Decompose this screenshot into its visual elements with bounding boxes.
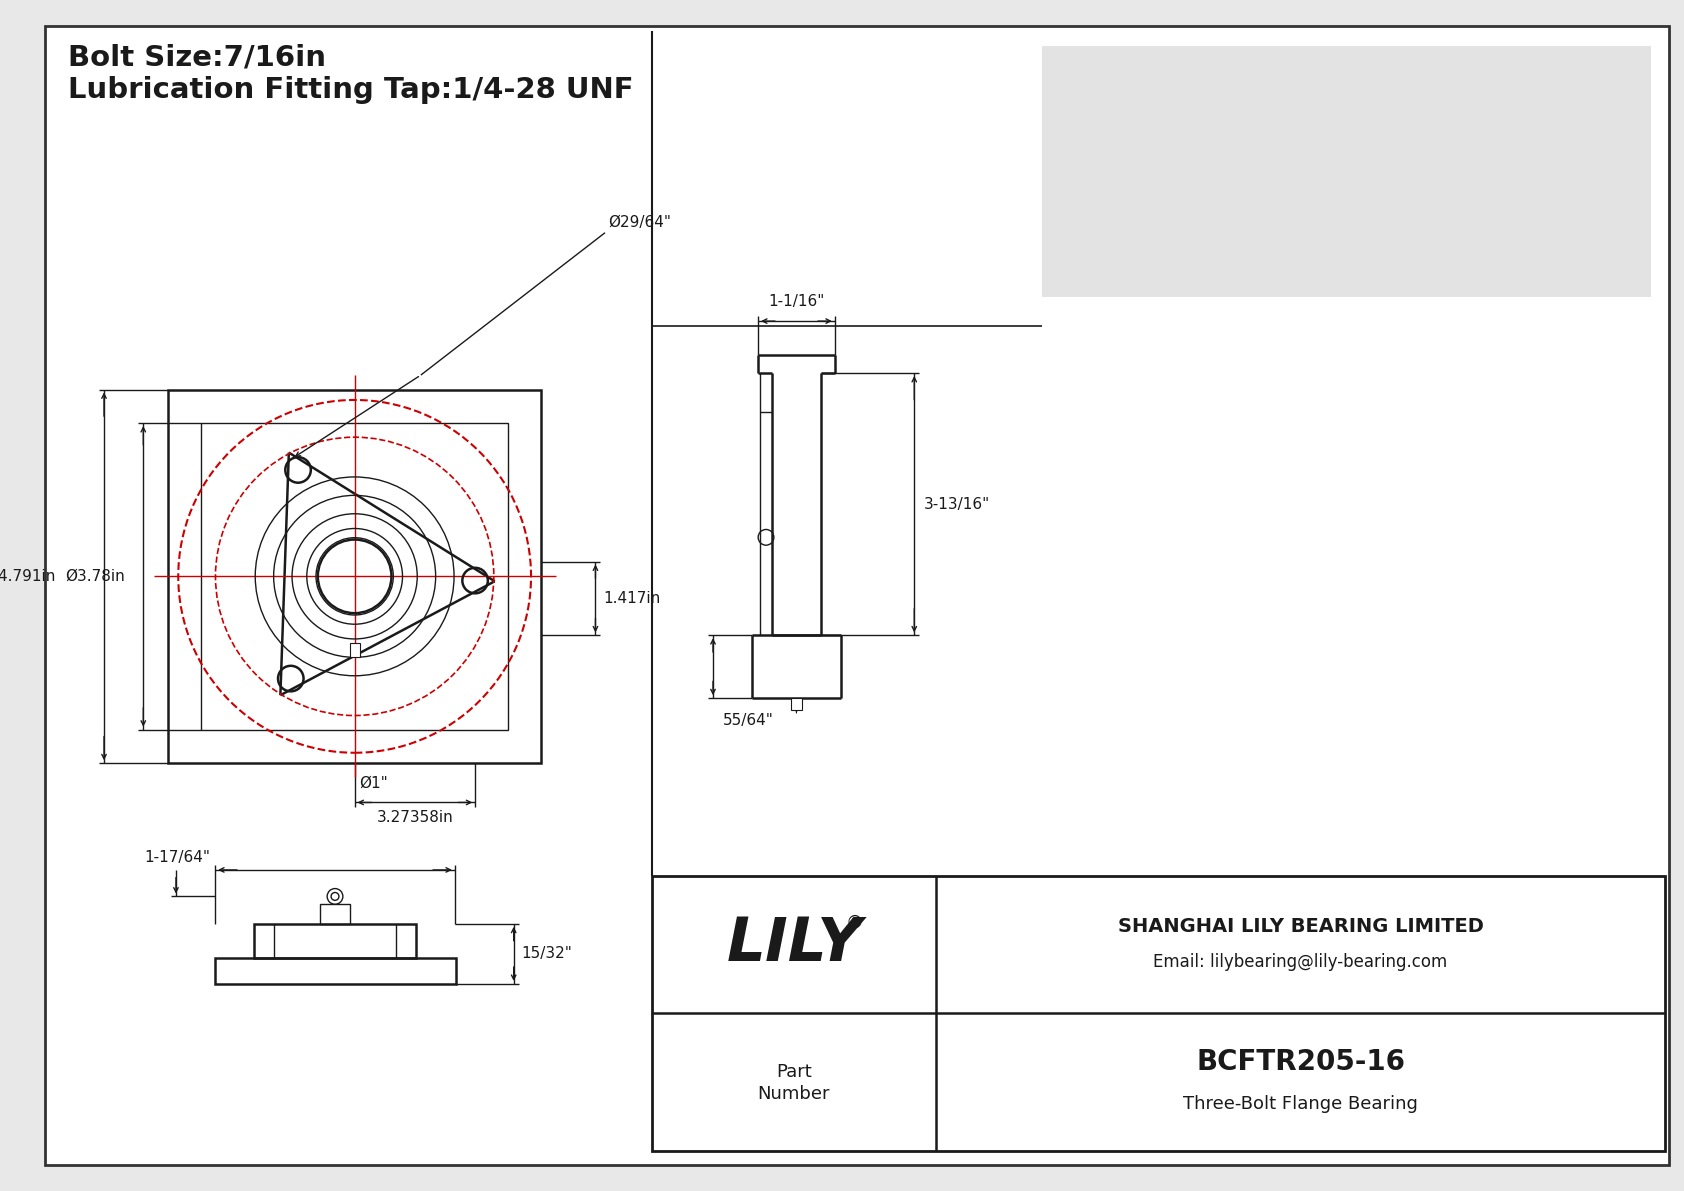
Text: 3.27358in: 3.27358in xyxy=(377,810,453,825)
Bar xyxy=(168,389,542,763)
Text: Ø29/64": Ø29/64" xyxy=(608,214,670,230)
Bar xyxy=(320,904,350,924)
Text: Ø1": Ø1" xyxy=(360,775,389,791)
Text: SHANGHAI LILY BEARING LIMITED: SHANGHAI LILY BEARING LIMITED xyxy=(1118,917,1484,936)
Bar xyxy=(790,698,802,710)
Text: Three-Bolt Flange Bearing: Three-Bolt Flange Bearing xyxy=(1184,1095,1418,1112)
Text: 3-13/16": 3-13/16" xyxy=(925,497,990,512)
Text: Ø4.791in: Ø4.791in xyxy=(0,569,56,584)
Text: ®: ® xyxy=(845,913,864,931)
Text: Part: Part xyxy=(776,1064,812,1081)
Text: 15/32": 15/32" xyxy=(522,947,573,961)
Text: Lubrication Fitting Tap:1/4-28 UNF: Lubrication Fitting Tap:1/4-28 UNF xyxy=(67,76,633,104)
Text: LILY: LILY xyxy=(726,915,862,974)
Bar xyxy=(202,423,509,730)
Text: 1-1/16": 1-1/16" xyxy=(768,294,825,310)
Text: 55/64": 55/64" xyxy=(722,713,773,728)
FancyArrowPatch shape xyxy=(795,709,798,712)
Text: Email: lilybearing@lily-bearing.com: Email: lilybearing@lily-bearing.com xyxy=(1154,953,1448,971)
Bar xyxy=(216,959,456,984)
Bar xyxy=(254,924,416,959)
Bar xyxy=(350,643,360,657)
Text: 1-17/64": 1-17/64" xyxy=(145,850,210,865)
Bar xyxy=(1042,46,1650,297)
Text: 1.417in: 1.417in xyxy=(603,591,660,606)
Text: Bolt Size:7/16in: Bolt Size:7/16in xyxy=(67,43,327,71)
Text: Ø3.78in: Ø3.78in xyxy=(64,569,125,584)
Text: BCFTR205-16: BCFTR205-16 xyxy=(1196,1048,1404,1077)
Text: Number: Number xyxy=(758,1085,830,1103)
Bar xyxy=(652,875,1665,1151)
